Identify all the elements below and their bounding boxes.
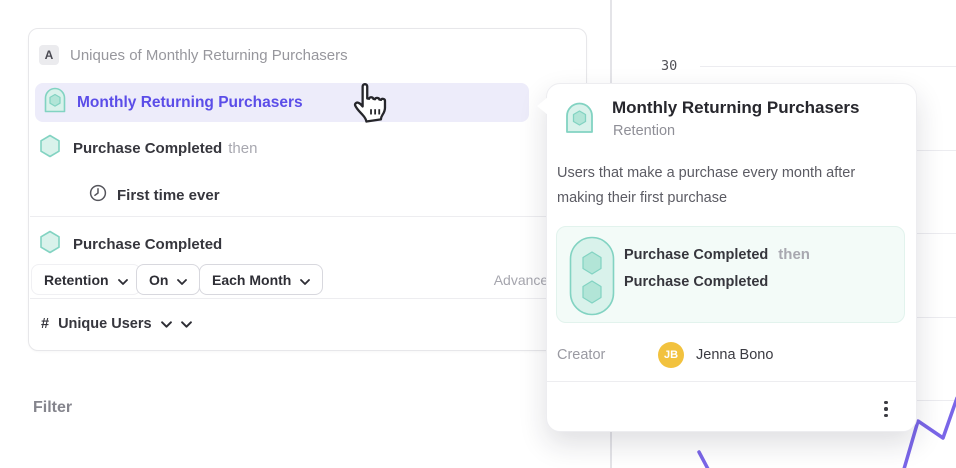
then-suffix: then [778,246,810,263]
chevron-down-icon[interactable] [180,315,192,333]
popover-title: Monthly Returning Purchasers [612,98,860,117]
creator-label: Creator [557,347,606,363]
chevron-down-icon [117,272,128,288]
more-options-button[interactable] [878,398,894,420]
cohort-icon [564,101,595,140]
interval-dropdown[interactable]: Each Month [199,264,324,295]
creator-name: Jenna Bono [696,347,774,363]
event-sequence-icon [569,236,615,321]
step-label: Purchase Completed [624,247,769,263]
event-query-card: A Uniques of Monthly Returning Purchaser… [28,28,587,351]
event-badge-a: A [39,45,59,65]
row-label: Purchase Completed [73,235,223,253]
measure-mode-dropdown[interactable]: Retention [31,264,141,295]
dropdown-value: Each Month [212,271,292,288]
popover-subtitle: Retention [613,123,676,139]
row-first-time-ever[interactable]: First time ever [89,179,220,211]
dropdown-value: On [149,271,169,288]
advanced-link[interactable]: Advanced [493,272,556,288]
description-line: Users that make a purchase every month a… [557,165,856,181]
cohort-definition-box: Purchase Completed then Purchase Complet… [556,226,905,323]
definition-step: Purchase Completed [624,274,768,290]
avatar: JB [658,342,684,368]
on-dropdown[interactable]: On [136,264,201,295]
query-title: Uniques of Monthly Returning Purchasers [70,46,348,64]
row-label: First time ever [117,186,220,204]
description-line: making their first purchase [557,190,728,206]
hash-icon: # [41,316,50,332]
metric-label: Unique Users [58,316,152,332]
then-suffix: then [228,139,258,157]
card-divider [30,216,585,217]
row-purchase-completed[interactable]: Purchase Completed [39,228,222,260]
dropdown-value: Retention [44,271,109,288]
metric-selector[interactable]: # Unique Users [41,308,192,340]
chevron-down-icon [177,272,188,288]
cohort-icon [43,86,67,119]
tooltip-caret [537,97,548,115]
filter-section-title: Filter [33,399,73,416]
y-axis-tick: 30 [661,58,678,74]
gridline [700,66,956,67]
chevron-down-icon[interactable] [160,315,172,333]
query-header: A Uniques of Monthly Returning Purchaser… [39,45,348,65]
cohort-description: Users that make a purchase every month a… [557,161,902,211]
definition-step: Purchase Completed then [624,246,810,263]
row-label: Purchase Completed [73,139,223,157]
row-label: Monthly Returning Purchasers [77,93,303,111]
event-hexagon-icon [39,134,61,163]
event-hexagon-icon [39,230,61,259]
clock-icon [89,184,107,207]
card-divider [30,298,585,299]
event-details-popover: Monthly Returning Purchasers Retention U… [537,83,917,432]
popover-divider [547,381,916,382]
row-purchase-completed-then[interactable]: Purchase Completed then [39,132,257,164]
step-label: Purchase Completed [624,274,769,290]
row-monthly-returning-purchasers[interactable]: Monthly Returning Purchasers [35,83,529,122]
chevron-down-icon [300,272,311,288]
